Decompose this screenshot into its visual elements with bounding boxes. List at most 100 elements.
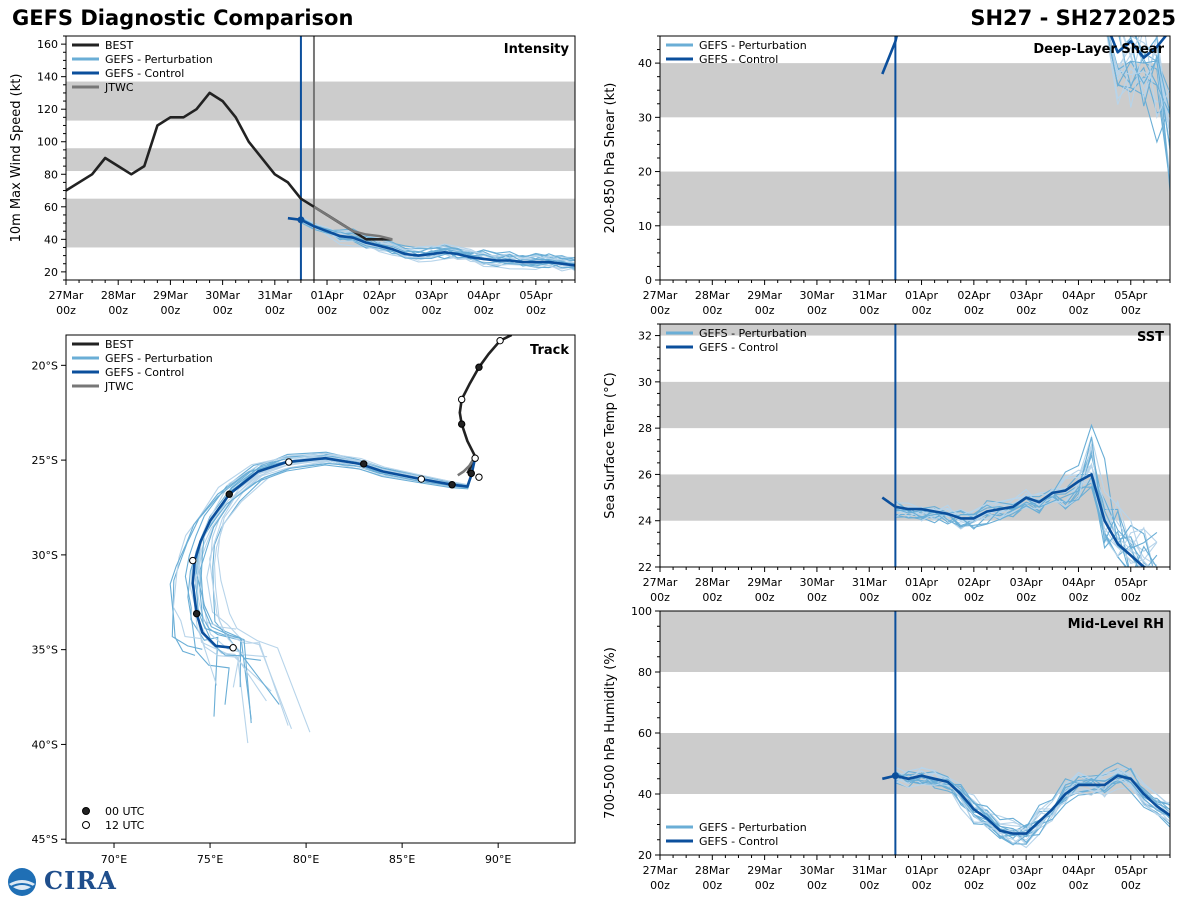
- intensity-xtick-label: 05Apr: [519, 289, 553, 302]
- intensity-xtick-label: 01Apr: [311, 289, 345, 302]
- shear-xtick-sublabel: 00z: [1069, 304, 1089, 317]
- track-series-gefs-control: [191, 456, 477, 650]
- rh-series-gefs-control: [882, 774, 1170, 835]
- rh-xtick-label: 03Apr: [1010, 864, 1044, 877]
- cira-logo: CIRA: [6, 866, 116, 898]
- shear-band: [660, 63, 1170, 118]
- shear-xtick-label: 28Mar: [695, 289, 730, 302]
- sst-xtick-sublabel: 00z: [912, 591, 932, 604]
- rh-xtick-sublabel: 00z: [755, 879, 775, 892]
- track-point-00utc: [360, 460, 368, 468]
- track-point-00utc: [475, 363, 483, 371]
- intensity-xtick-label: 29Mar: [153, 289, 188, 302]
- legend-label-pert: GEFS - Perturbation: [699, 39, 807, 52]
- track-perturbation-line: [217, 454, 476, 733]
- intensity-xtick-sublabel: 00z: [108, 304, 128, 317]
- sst-xtick-sublabel: 00z: [755, 591, 775, 604]
- intensity-xtick-sublabel: 00z: [161, 304, 181, 317]
- track-series-best: [458, 335, 513, 474]
- rh-xtick-label: 29Mar: [747, 864, 782, 877]
- rh-perturbation-line: [895, 774, 1170, 849]
- rh-init-marker: [891, 772, 899, 780]
- sst-xtick-label: 04Apr: [1062, 576, 1096, 589]
- shear-series-gefs-control: [881, 36, 1168, 75]
- rh-xtick-label: 01Apr: [905, 864, 939, 877]
- rh-ytick-label: 100: [631, 605, 652, 618]
- sst-xtick-label: 30Mar: [800, 576, 835, 589]
- track-point-00utc: [448, 481, 456, 489]
- intensity-ytick-label: 40: [44, 233, 58, 246]
- sst-xtick-sublabel: 00z: [964, 591, 984, 604]
- rh-xtick-label: 27Mar: [643, 864, 678, 877]
- intensity-xtick-label: 27Mar: [49, 289, 84, 302]
- track-xtick-label: 90°E: [485, 853, 511, 866]
- intensity-xtick-label: 28Mar: [101, 289, 136, 302]
- shear-panel: 0 10 20 30 40 27Mar 00z 28Mar 00z 29Mar 00z 30Mar 00…: [603, 35, 1171, 317]
- rh-band: [660, 611, 1170, 672]
- track-perturbation-line: [192, 458, 476, 744]
- sst-xtick-label: 02Apr: [957, 576, 991, 589]
- intensity-ytick-label: 60: [44, 201, 58, 214]
- sst-perturbation-line: [895, 478, 1143, 567]
- storm-id: SH27 - SH272025: [970, 6, 1176, 30]
- intensity-ytick-label: 100: [37, 136, 58, 149]
- shear-ylabel: 200-850 hPa Shear (kt): [603, 83, 618, 234]
- intensity-ytick-label: 120: [37, 103, 58, 116]
- shear-xtick-sublabel: 00z: [1121, 304, 1141, 317]
- intensity-ytick-label: 80: [44, 168, 58, 181]
- rh-xtick-sublabel: 00z: [807, 879, 827, 892]
- track-perturbation-line: [200, 455, 476, 724]
- sst-ytick-label: 30: [638, 376, 652, 389]
- intensity-xtick-label: 30Mar: [205, 289, 240, 302]
- sst-frame: [659, 323, 1171, 568]
- shear-ytick-label: 30: [638, 111, 652, 124]
- intensity-init-marker: [297, 216, 305, 224]
- intensity-series-gefs-control: [287, 216, 575, 267]
- rh-xtick-label: 02Apr: [957, 864, 991, 877]
- track-point-00utc: [225, 490, 233, 498]
- rh-ylabel: 700-500 hPa Humidity (%): [603, 647, 618, 819]
- rh-xtick-sublabel: 00z: [1069, 879, 1089, 892]
- sst-xtick-sublabel: 00z: [807, 591, 827, 604]
- intensity-perturbation-line: [300, 218, 575, 272]
- shear-xtick-label: 05Apr: [1114, 289, 1148, 302]
- legend-label-control: GEFS - Control: [699, 835, 778, 848]
- intensity-ytick-label: 20: [44, 266, 58, 279]
- sst-ytick-label: 26: [638, 468, 652, 481]
- rh-xtick-label: 28Mar: [695, 864, 730, 877]
- sst-xtick-label: 27Mar: [643, 576, 678, 589]
- track-panel: 70°E 75°E 80°E 85°E 90°E 20°S 25°S 30°S 35°S 40°S…: [32, 334, 576, 866]
- shear-xtick-label: 29Mar: [747, 289, 782, 302]
- rh-xtick-sublabel: 00z: [1016, 879, 1036, 892]
- track-plot-area: [169, 335, 513, 744]
- track-xtick-label: 80°E: [293, 853, 319, 866]
- shear-xtick-label: 01Apr: [905, 289, 939, 302]
- track-xtick-label: 75°E: [197, 853, 223, 866]
- legend-label-jtwc: JTWC: [104, 380, 134, 393]
- intensity-ylabel: 10m Max Wind Speed (kt): [9, 74, 24, 243]
- track-perturbation-line: [193, 458, 476, 702]
- rh-ytick-label: 80: [638, 666, 652, 679]
- sst-panel: 22 24 26 28 30 32 27Mar 00z 28Mar 00z 29Mar 00z 30Ma…: [603, 323, 1171, 604]
- sst-band: [660, 324, 1170, 336]
- sst-xtick-sublabel: 00z: [1069, 591, 1089, 604]
- legend-label-control: GEFS - Control: [699, 341, 778, 354]
- track-point-00utc: [467, 469, 475, 478]
- shear-xtick-label: 03Apr: [1010, 289, 1044, 302]
- rh-xtick-sublabel: 00z: [964, 879, 984, 892]
- rh-ytick-label: 60: [638, 727, 652, 740]
- rh-xtick-sublabel: 00z: [859, 879, 879, 892]
- track-xtick-label: 70°E: [101, 853, 127, 866]
- intensity-xtick-label: 02Apr: [363, 289, 397, 302]
- rh-xtick-label: 04Apr: [1062, 864, 1096, 877]
- track-series-jtwc: [457, 455, 477, 477]
- rh-ytick-label: 20: [638, 849, 652, 862]
- shear-perturbation-line: [1107, 36, 1170, 148]
- sst-ytick-label: 22: [638, 561, 652, 574]
- legend-label-control: GEFS - Control: [105, 67, 184, 80]
- track-point-12utc: [417, 475, 426, 483]
- sst-xtick-label: 31Mar: [852, 576, 887, 589]
- legend-marker-00utc: [82, 807, 90, 815]
- sst-xtick-label: 28Mar: [695, 576, 730, 589]
- shear-ytick-label: 40: [638, 57, 652, 70]
